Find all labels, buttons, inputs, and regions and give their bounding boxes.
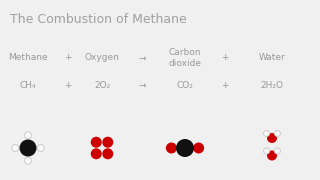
Circle shape (275, 130, 281, 136)
Circle shape (267, 150, 277, 161)
Circle shape (37, 145, 44, 152)
Circle shape (20, 140, 36, 156)
Circle shape (166, 143, 177, 154)
Text: 2O₂: 2O₂ (94, 80, 110, 89)
Text: +: + (64, 80, 72, 89)
Circle shape (263, 130, 269, 136)
Circle shape (12, 145, 19, 152)
Circle shape (263, 148, 269, 154)
Text: The Combustion of Methane: The Combustion of Methane (10, 13, 187, 26)
Circle shape (176, 139, 194, 157)
Circle shape (193, 143, 204, 154)
Circle shape (25, 132, 31, 139)
Text: +: + (64, 53, 72, 62)
Text: Water: Water (259, 53, 285, 62)
Circle shape (102, 148, 113, 159)
Text: CO₂: CO₂ (177, 80, 193, 89)
Circle shape (91, 137, 102, 148)
Text: →: → (138, 80, 146, 89)
Text: 2H₂O: 2H₂O (260, 80, 284, 89)
Text: CH₄: CH₄ (20, 80, 36, 89)
Text: +: + (221, 53, 229, 62)
Circle shape (91, 148, 102, 159)
Text: →: → (138, 53, 146, 62)
Circle shape (25, 157, 31, 164)
Text: Carbon
dioxide: Carbon dioxide (169, 48, 202, 68)
Text: Methane: Methane (8, 53, 48, 62)
Circle shape (267, 133, 277, 143)
Text: Oxygen: Oxygen (84, 53, 119, 62)
Text: +: + (221, 80, 229, 89)
Circle shape (102, 137, 113, 148)
Circle shape (275, 148, 281, 154)
